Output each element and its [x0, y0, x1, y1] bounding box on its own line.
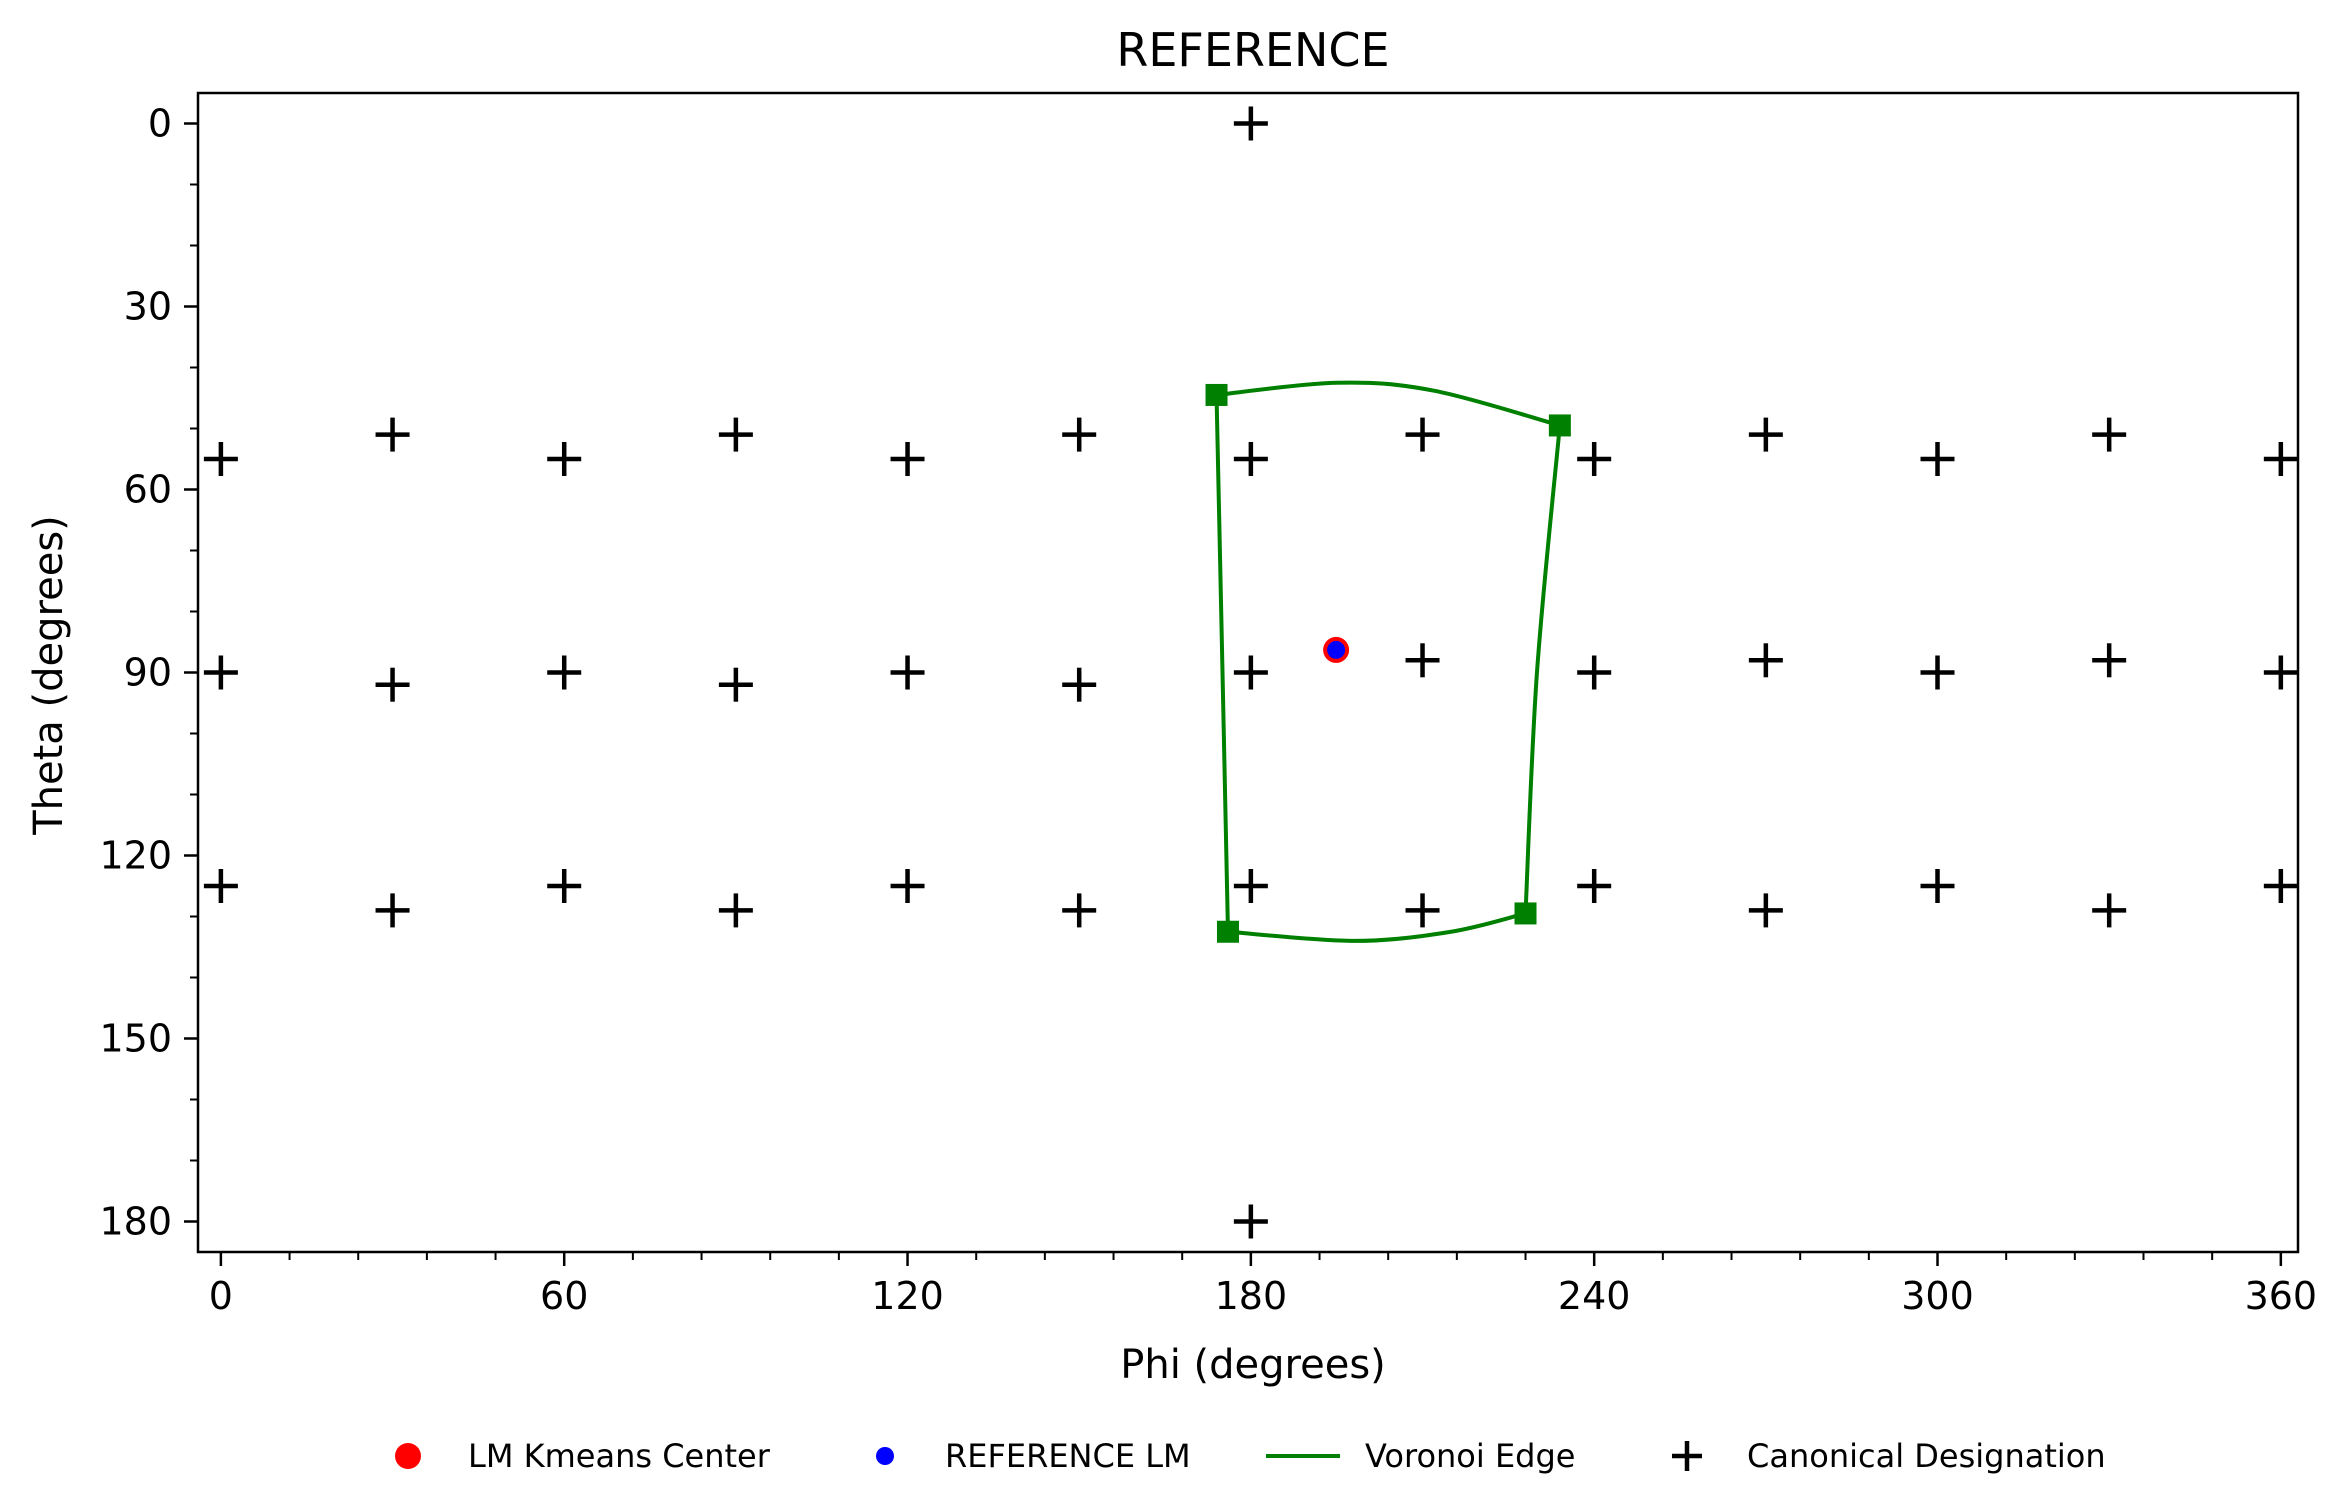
y-tick-label: 90 — [124, 651, 172, 695]
reference-lm-marker — [1327, 640, 1346, 659]
voronoi-vertex — [1548, 414, 1571, 437]
voronoi-edge — [1216, 380, 1561, 428]
legend-item: REFERENCE LM — [876, 1437, 1191, 1475]
canonical-designation-marker — [203, 869, 238, 903]
legend-item: LM Kmeans Center — [395, 1437, 771, 1475]
canonical-designation-marker — [1062, 893, 1097, 928]
x-tick-label: 180 — [1215, 1274, 1288, 1318]
y-axis: 0 30 60 90 120 150 180 — [99, 102, 198, 1244]
canonical-designation-marker — [718, 667, 753, 702]
canonical-designation-marker — [2092, 893, 2127, 928]
legend-label: LM Kmeans Center — [468, 1437, 771, 1475]
canonical-designation-marker — [1405, 417, 1440, 452]
legend-marker — [1672, 1441, 1702, 1471]
y-axis-label: Theta (degrees) — [26, 515, 72, 836]
x-tick-label: 0 — [209, 1274, 233, 1318]
y-tick-label: 120 — [99, 834, 172, 878]
canonical-designation-marker — [718, 417, 753, 452]
canonical-designation-marker — [1577, 869, 1612, 903]
canonical-designation-marker — [203, 655, 238, 690]
canonical-designation-marker — [890, 869, 925, 903]
canonical-designation-marker — [375, 893, 410, 928]
canonical-designation-marker — [375, 667, 410, 702]
y-tick-label: 0 — [148, 102, 172, 146]
voronoi-edge — [1227, 911, 1526, 943]
canonical-designation-marker — [1233, 106, 1268, 141]
legend-item: Voronoi Edge — [1266, 1437, 1575, 1475]
canonical-designation-marker — [547, 655, 582, 690]
voronoi-vertex — [1205, 383, 1228, 406]
canonical-designation-marker — [1405, 893, 1440, 928]
canonical-designation-marker — [1233, 869, 1268, 903]
voronoi-edge — [1214, 394, 1230, 932]
canonical-designation-marker — [1233, 442, 1268, 476]
canonical-designation-marker — [1577, 442, 1612, 476]
canonical-designation-marker — [1920, 655, 1955, 690]
x-tick-label: 120 — [871, 1274, 944, 1318]
canonical-designation-marker — [1577, 655, 1612, 690]
canonical-designation-marker — [547, 869, 582, 903]
canonical-designation-marker — [1920, 442, 1955, 476]
canonical-designation-marker — [2092, 417, 2127, 452]
y-tick-label: 180 — [99, 1200, 172, 1244]
legend-marker — [395, 1443, 421, 1469]
x-tick-label: 360 — [2245, 1274, 2318, 1318]
legend-label: Voronoi Edge — [1365, 1437, 1575, 1475]
legend-item: Canonical Designation — [1672, 1437, 2106, 1475]
canonical-designation-marker — [1748, 893, 1783, 928]
canonical-designation-marker — [1920, 869, 1955, 903]
legend-label: REFERENCE LM — [945, 1437, 1191, 1475]
canonical-designation-marker — [890, 442, 925, 476]
chart-title: REFERENCE — [1116, 23, 1389, 77]
canonical-designation-marker — [547, 442, 582, 476]
canonical-designation-marker — [2092, 643, 2127, 678]
plot-area — [196, 91, 2300, 1254]
canonical-designation-marker — [2263, 655, 2298, 690]
canonical-designation-marker — [375, 417, 410, 452]
x-tick-label: 240 — [1558, 1274, 1631, 1318]
voronoi-vertex — [1514, 902, 1537, 925]
x-axis-label: Phi (degrees) — [1120, 1342, 1386, 1388]
x-tick-label: 60 — [540, 1274, 588, 1318]
voronoi-edge — [1523, 425, 1562, 914]
canonical-designation-marker — [718, 893, 753, 928]
canonical-designation-marker — [890, 655, 925, 690]
y-tick-label: 150 — [99, 1017, 172, 1061]
canonical-designation-marker — [2263, 869, 2298, 903]
y-tick-label: 60 — [124, 468, 172, 512]
x-axis: 0 60 120 180 240 300 360 — [209, 1252, 2317, 1318]
legend: LM Kmeans Center REFERENCE LM Voronoi Edge… — [395, 1437, 2106, 1475]
y-tick-label: 30 — [124, 285, 172, 329]
canonical-designation-marker — [203, 442, 238, 476]
canonical-designation-marker — [1062, 417, 1097, 452]
canonical-designation-marker — [1748, 417, 1783, 452]
canonical-designation-marker — [1233, 1204, 1268, 1239]
canonical-designation-marker — [1405, 643, 1440, 678]
canonical-designation-marker — [1233, 655, 1268, 690]
voronoi-vertex — [1216, 920, 1239, 943]
canonical-designation-marker — [1062, 667, 1097, 702]
canonical-designation-marker — [1748, 643, 1783, 678]
x-tick-label: 300 — [1901, 1274, 1974, 1318]
legend-label: Canonical Designation — [1747, 1437, 2106, 1475]
canonical-designation-marker — [2263, 442, 2298, 476]
legend-marker — [876, 1447, 894, 1465]
